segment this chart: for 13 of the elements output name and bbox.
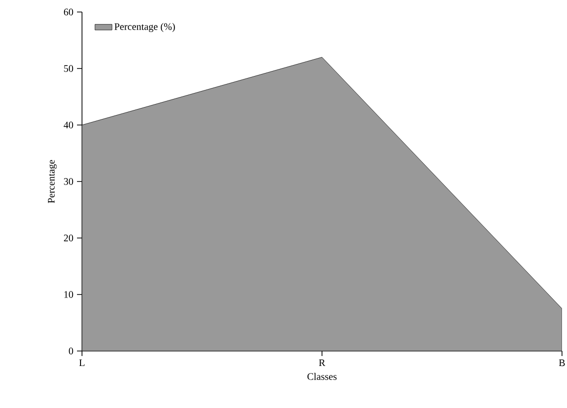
y-tick-label: 50 [64,65,74,72]
y-axis-title: Percentage [48,160,57,204]
y-tick-label: 10 [64,291,74,298]
x-tick-label: R [318,360,326,366]
x-tick-label: B [558,360,565,366]
y-tick-label: 20 [64,234,74,242]
x-axis-title: Classes [307,372,337,380]
y-tick-label: 40 [64,122,74,128]
y-tick-label: 60 [64,8,74,16]
legend-label: Percentage (%) [114,22,175,32]
y-tick-label: 30 [64,178,74,185]
x-tick-label: L [79,360,84,366]
y-tick-label: 0 [68,348,74,354]
